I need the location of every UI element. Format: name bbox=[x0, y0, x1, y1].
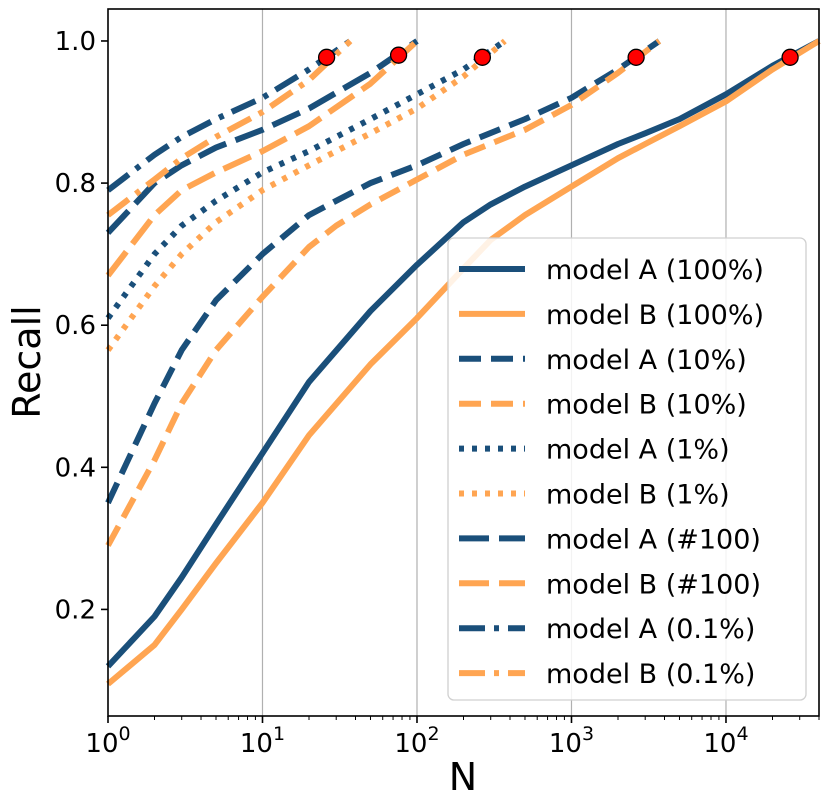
series-line-model-a-100 bbox=[105, 38, 419, 235]
x-tick-exponent: 2 bbox=[427, 723, 439, 745]
y-tick-label: 0.8 bbox=[55, 169, 96, 199]
red-marker-point bbox=[473, 48, 492, 66]
x-tick-label: 100 bbox=[85, 723, 130, 759]
series-line-model-a-1 bbox=[105, 38, 507, 320]
x-tick-exponent: 1 bbox=[273, 723, 285, 745]
series-line-model-a-0-1 bbox=[106, 38, 352, 193]
red-marker-point bbox=[389, 46, 408, 64]
series-line-model-a-10 bbox=[105, 38, 661, 505]
legend-label: model B (10%) bbox=[546, 390, 747, 421]
red-marker-point bbox=[781, 48, 799, 66]
series-line-model-b-0-1 bbox=[106, 38, 353, 218]
legend-label: model A (1%) bbox=[546, 435, 730, 466]
y-tick-label: 0.4 bbox=[55, 453, 96, 483]
red-marker-point bbox=[627, 48, 645, 66]
legend-box bbox=[447, 237, 807, 701]
legend-label: model B (100%) bbox=[546, 300, 764, 331]
x-axis-title: N bbox=[449, 755, 477, 799]
marker-layer bbox=[317, 46, 799, 66]
series-line-model-b-100 bbox=[105, 38, 420, 278]
y-tick-label: 0.6 bbox=[55, 311, 96, 341]
x-tick-label: 104 bbox=[703, 723, 748, 759]
legend-label: model B (1%) bbox=[546, 480, 730, 511]
series-line-model-b-1 bbox=[105, 38, 507, 352]
legend-label: model A (10%) bbox=[546, 345, 747, 376]
x-tick-exponent: 4 bbox=[736, 723, 748, 745]
x-tick-label: 101 bbox=[240, 723, 285, 759]
y-tick-label: 1.0 bbox=[55, 27, 96, 57]
legend-label: model B (0.1%) bbox=[546, 659, 755, 690]
series-line-model-a-100 bbox=[105, 38, 821, 669]
x-tick-label: 102 bbox=[394, 723, 439, 759]
red-marker-point bbox=[317, 48, 336, 66]
x-tick-exponent: 3 bbox=[582, 723, 594, 745]
x-tick-exponent: 0 bbox=[119, 723, 131, 745]
legend-label: model A (#100) bbox=[546, 524, 761, 555]
x-tick-label: 103 bbox=[549, 723, 594, 759]
legend-label: model A (100%) bbox=[546, 255, 764, 286]
legend: model A (100%) model B (100%) model A (10%… bbox=[447, 237, 807, 701]
legend-label: model A (0.1%) bbox=[546, 614, 755, 645]
y-axis-title: Recall bbox=[5, 305, 49, 418]
series-line-model-b-10 bbox=[105, 38, 662, 547]
legend-label: model B (#100) bbox=[546, 569, 761, 600]
y-tick-label: 0.2 bbox=[55, 595, 96, 625]
